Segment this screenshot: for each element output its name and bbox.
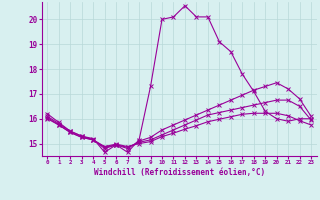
X-axis label: Windchill (Refroidissement éolien,°C): Windchill (Refroidissement éolien,°C) xyxy=(94,168,265,177)
